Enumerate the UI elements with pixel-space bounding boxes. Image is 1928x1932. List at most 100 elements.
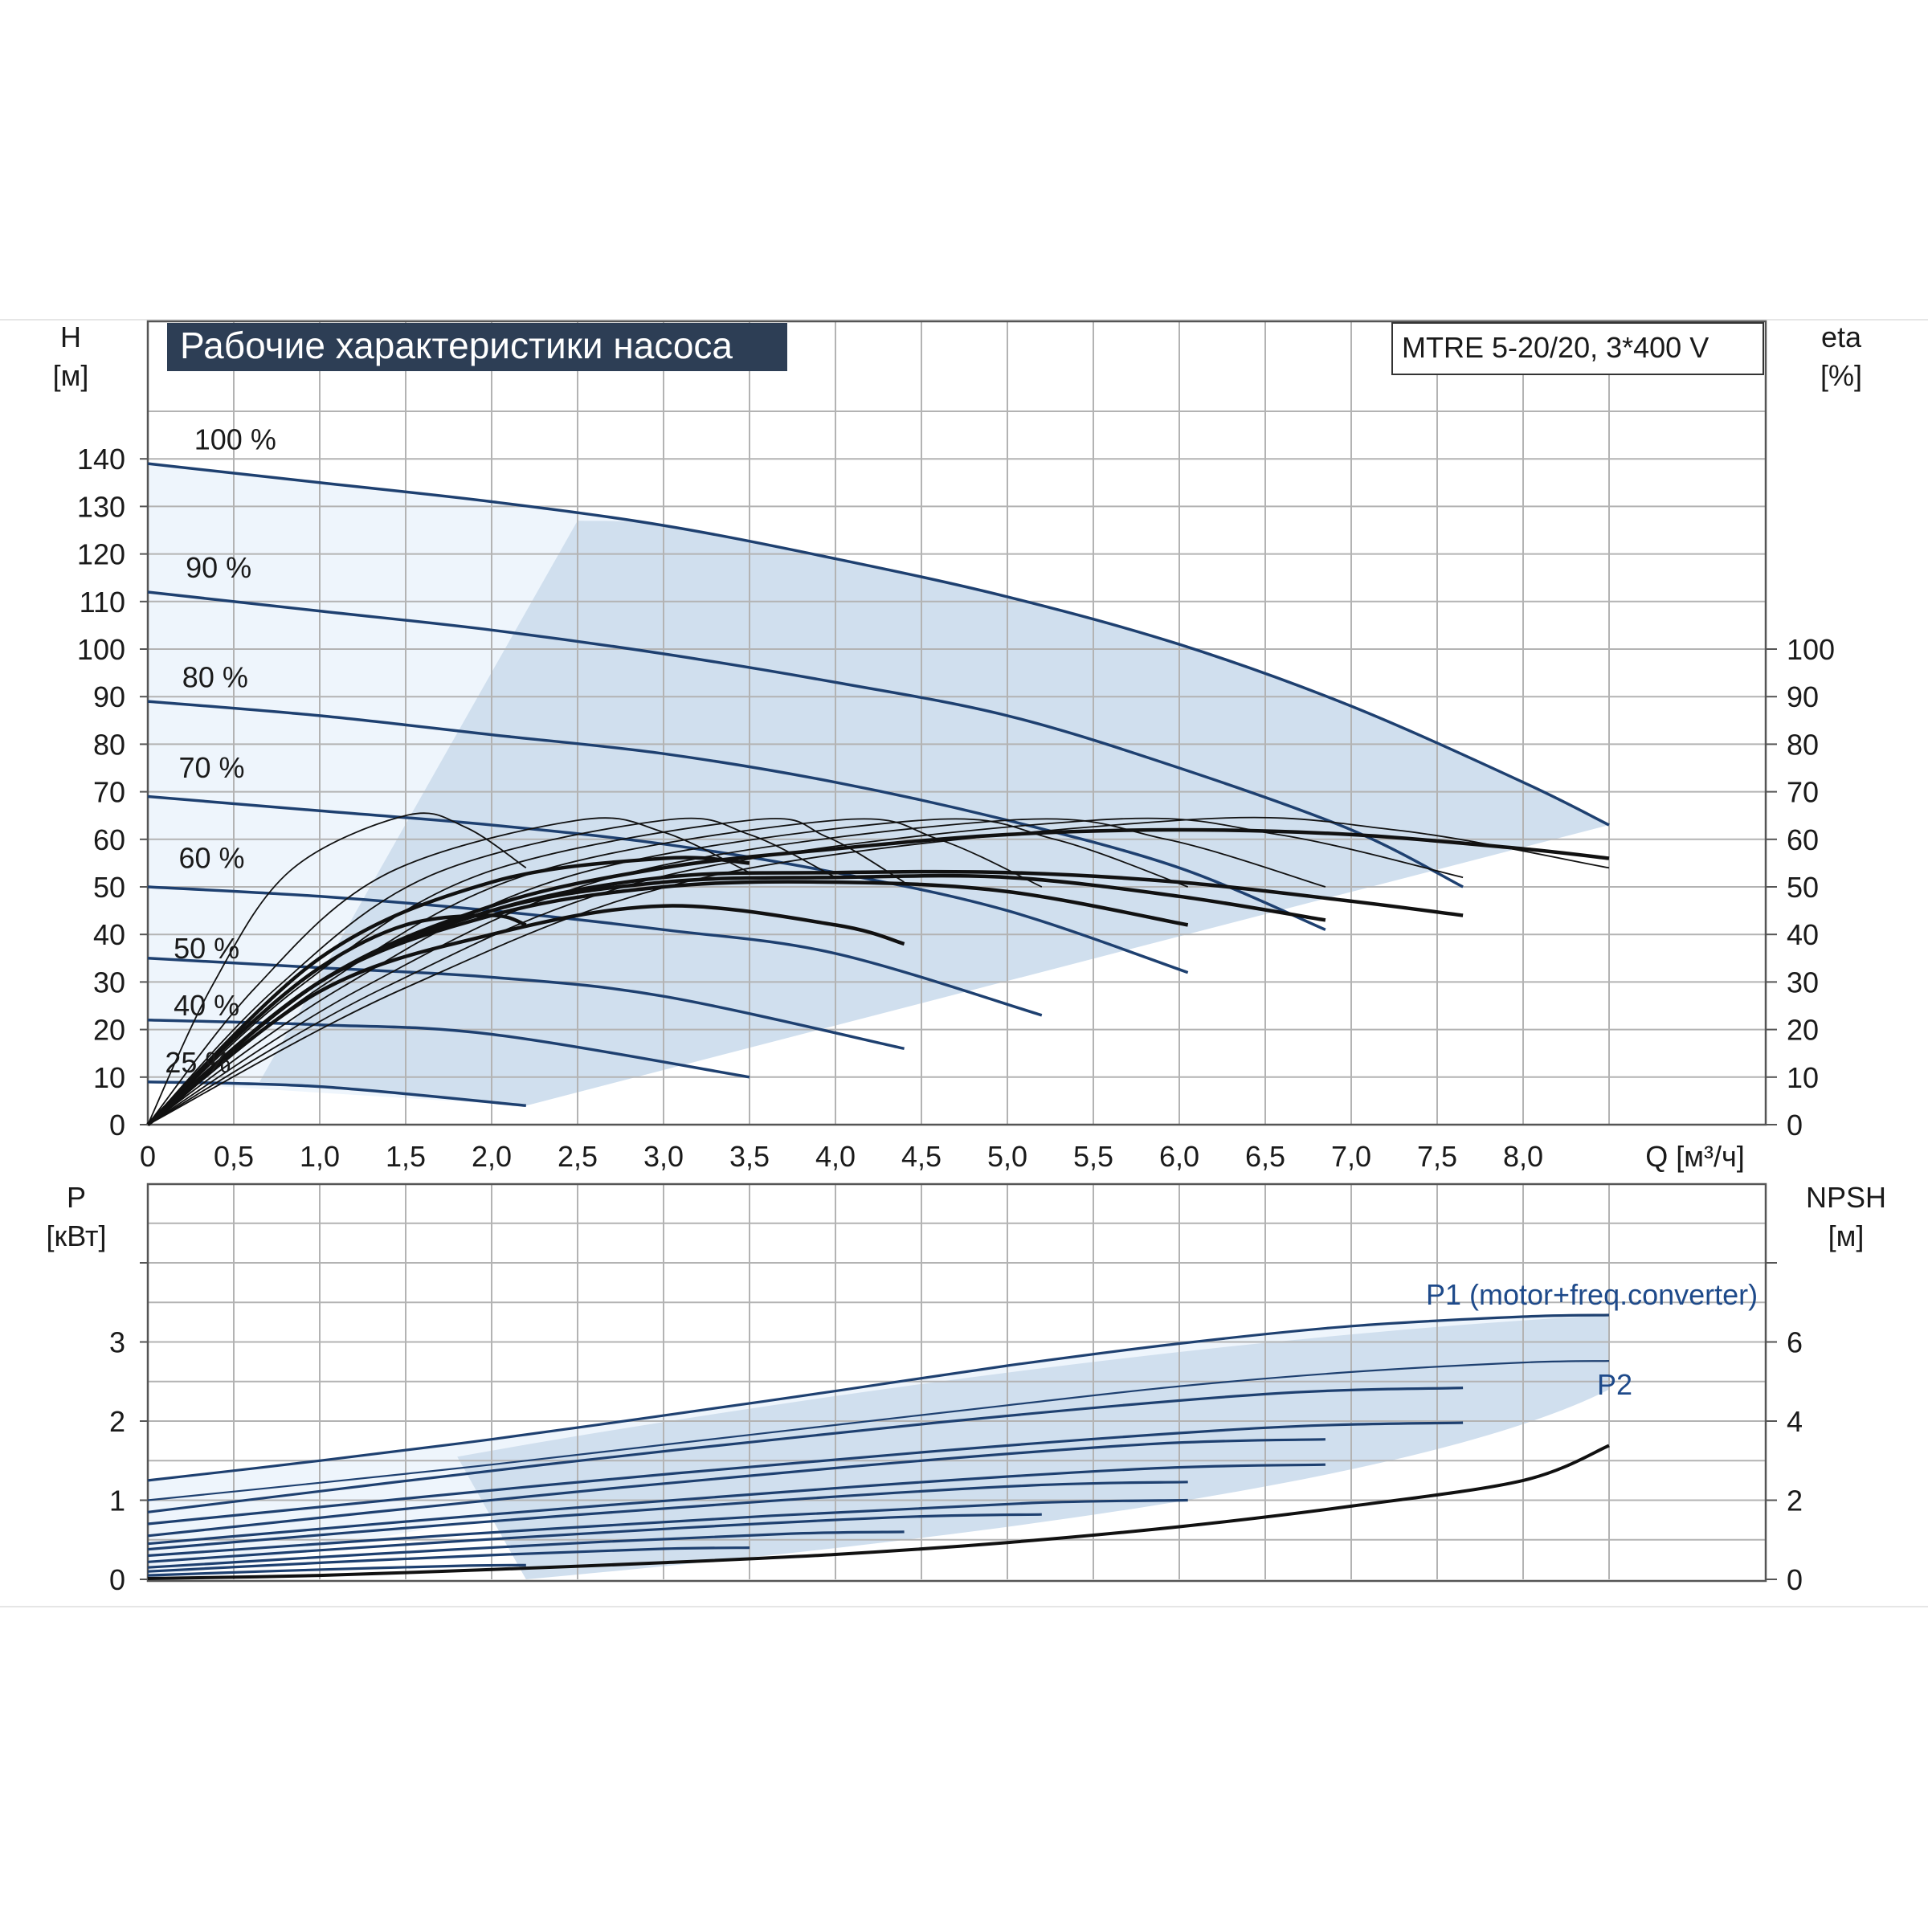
power-curve-1 <box>147 1387 1464 1513</box>
top-y-tick: 140 <box>77 443 125 476</box>
top-y2-tick: 50 <box>1787 871 1819 904</box>
top-y2-tick: 0 <box>1787 1109 1803 1142</box>
bottom-grid <box>148 1184 1766 1579</box>
speed-labels: 100 % 90 % 80 % 70 % 60 % 50 % 40 % 25 % <box>165 423 276 1079</box>
power-curve-5 <box>147 1481 1188 1551</box>
power-curve-4 <box>147 1463 1326 1546</box>
bottom-y-tick: 1 <box>109 1485 125 1517</box>
top-y-label: H <box>60 321 81 353</box>
power-curve-2 <box>147 1421 1464 1526</box>
x-tick: 1,5 <box>386 1140 426 1173</box>
bottom-y2-tick: 4 <box>1787 1405 1803 1438</box>
eta-thin-3 <box>147 817 836 1125</box>
speed-label: 80 % <box>182 660 248 693</box>
power-curve-8 <box>147 1530 905 1569</box>
bottom-y2-ticks: 0 2 4 6 <box>1766 1262 1803 1596</box>
eta-thin-8 <box>147 817 1464 1125</box>
top-y2-ticks: 0 10 20 30 40 50 60 70 80 90 100 <box>1766 633 1835 1142</box>
bottom-y-label: P <box>67 1181 86 1214</box>
bottom-y2-tick: 6 <box>1787 1326 1803 1359</box>
speed-label: 70 % <box>179 751 245 784</box>
top-y2-tick: 30 <box>1787 966 1819 999</box>
title-box <box>167 323 787 371</box>
power-curve-7 <box>147 1513 1042 1563</box>
p2-label: P2 <box>1597 1368 1632 1401</box>
eta-curve-extra-1 <box>146 904 905 1126</box>
bottom-plot-frame <box>146 1182 1767 1583</box>
head-curve-5 <box>147 885 1043 1017</box>
eta-thin-9 <box>147 816 1610 1125</box>
bottom-y-tick: 0 <box>109 1563 125 1596</box>
bottom-y2-label: NPSH <box>1806 1181 1886 1214</box>
power-curves <box>147 1313 1610 1580</box>
top-y2-tick: 40 <box>1787 918 1819 951</box>
head-curve-2 <box>147 590 1464 888</box>
top-plot-frame <box>146 320 1767 1126</box>
top-y2-label: eta <box>1821 321 1862 353</box>
power-curve-9 <box>147 1546 750 1573</box>
speed-label: 40 % <box>174 989 239 1022</box>
x-tick: 7,0 <box>1331 1140 1371 1173</box>
x-tick: 4,5 <box>901 1140 942 1173</box>
bottom-y-ticks: 0 1 2 3 <box>109 1262 148 1596</box>
top-y-tick: 80 <box>93 728 125 761</box>
model-box <box>1391 322 1764 375</box>
power-curve-10 <box>147 1563 526 1577</box>
top-y-tick: 40 <box>93 918 125 951</box>
x-tick: 2,5 <box>558 1140 598 1173</box>
x-tick: 6,0 <box>1159 1140 1199 1173</box>
p2-curve <box>147 1360 1610 1501</box>
top-y-unit: [м] <box>53 359 89 392</box>
bottom-y2-tick: 0 <box>1787 1563 1803 1596</box>
head-curve-7 <box>147 1019 750 1079</box>
top-y-tick: 70 <box>93 776 125 809</box>
eta-thin-7 <box>147 818 1326 1125</box>
speed-label: 90 % <box>186 551 251 584</box>
x-tick: 5,5 <box>1073 1140 1113 1173</box>
top-y-ticks: 0 10 20 30 40 50 60 70 80 90 100 110 120 130 140 <box>77 443 148 1142</box>
power-curve-3 <box>147 1438 1326 1538</box>
top-operating-area <box>148 464 1610 1106</box>
p1-curve <box>147 1313 1610 1482</box>
x-tick: 1,0 <box>300 1140 340 1173</box>
top-y2-tick: 20 <box>1787 1014 1819 1047</box>
top-y-tick: 60 <box>93 823 125 856</box>
power-curve-6 <box>147 1498 1188 1558</box>
top-y2-tick: 10 <box>1787 1061 1819 1094</box>
top-y-tick: 110 <box>80 586 125 619</box>
speed-label: 50 % <box>174 932 239 965</box>
shade-dark <box>259 521 1610 1106</box>
x-axis-label: Q [м³/ч] <box>1645 1140 1745 1173</box>
head-curve-1 <box>147 462 1610 827</box>
x-tick: 4,0 <box>815 1140 856 1173</box>
top-y-tick: 0 <box>109 1109 125 1142</box>
speed-label: 25 % <box>165 1046 231 1079</box>
top-y-tick: 90 <box>93 680 125 713</box>
top-y-tick: 20 <box>93 1014 125 1047</box>
top-grid <box>148 321 1766 1125</box>
x-tick: 8,0 <box>1503 1140 1543 1173</box>
npsh-curve <box>147 1444 1610 1580</box>
speed-label: 60 % <box>179 841 245 874</box>
top-y-tick: 30 <box>93 966 125 999</box>
eta-thin-1 <box>147 812 527 1125</box>
eta-curve-extra-4 <box>146 869 1464 1126</box>
x-tick: 2,0 <box>472 1140 512 1173</box>
x-tick: 3,5 <box>729 1140 770 1173</box>
bottom-y-tick: 3 <box>109 1326 125 1359</box>
top-y2-tick: 90 <box>1787 680 1819 713</box>
top-y-tick: 50 <box>93 871 125 904</box>
head-curve-6 <box>147 957 905 1051</box>
top-y-tick: 10 <box>93 1061 125 1094</box>
x-tick: 0,5 <box>214 1140 254 1173</box>
head-curve-3 <box>147 700 1326 931</box>
x-tick: 7,5 <box>1417 1140 1457 1173</box>
top-y2-unit: [%] <box>1820 359 1862 392</box>
top-y-tick: 120 <box>77 538 125 571</box>
x-tick: 6,5 <box>1245 1140 1285 1173</box>
eta-thin-4 <box>147 818 905 1125</box>
eta-thin-6 <box>147 818 1189 1125</box>
bottom-y2-unit: [м] <box>1828 1219 1865 1252</box>
top-y2-tick: 60 <box>1787 823 1819 856</box>
